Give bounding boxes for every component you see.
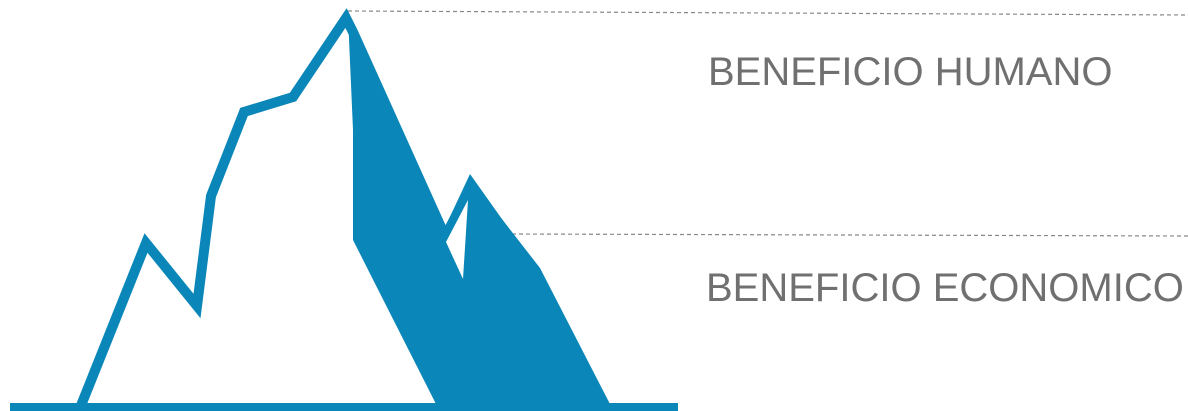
- label-beneficio-humano: BENEFICIO HUMANO: [708, 50, 1113, 94]
- mountain-secondary-peak: [440, 174, 612, 408]
- label-beneficio-economico: BENEFICIO ECONOMICO: [706, 266, 1184, 310]
- mountain-outline: [75, 8, 450, 410]
- guide-line-top: [347, 10, 1188, 16]
- mountain-notch: [446, 200, 468, 279]
- guide-line-bottom: [511, 233, 1188, 237]
- mountain-icon: [10, 8, 678, 411]
